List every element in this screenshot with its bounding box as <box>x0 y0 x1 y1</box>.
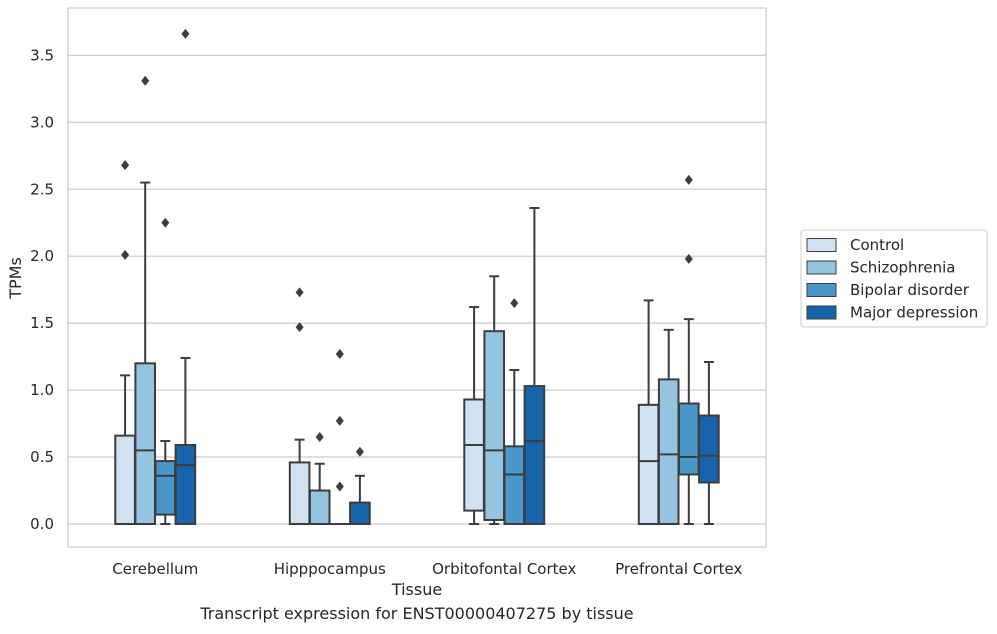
x-axis-label: Tissue <box>391 580 442 599</box>
outlier-point <box>355 446 364 457</box>
box <box>134 362 156 525</box>
series-schizophrenia <box>134 75 680 525</box>
outlier-point <box>684 174 693 185</box>
outlier-point <box>181 28 190 39</box>
x-tick-label: Prefrontal Cortex <box>615 560 742 578</box>
x-axis-ticks: Cerebellum Hipppocampus Orbitofontal Corte… <box>112 560 742 578</box>
outlier-point <box>161 217 170 228</box>
outlier-point <box>141 75 150 86</box>
outlier-point <box>121 160 130 171</box>
outlier-point <box>510 298 519 309</box>
legend-swatch <box>806 305 837 320</box>
box-group <box>698 360 720 525</box>
legend-swatch <box>806 283 837 297</box>
box <box>154 460 177 516</box>
box-group <box>114 160 136 526</box>
box <box>698 414 720 484</box>
legend-frame <box>800 229 988 328</box>
box-group <box>329 348 351 526</box>
outlier-point <box>121 249 130 260</box>
box <box>657 378 680 525</box>
x-tick-label: Cerebellum <box>112 560 198 578</box>
box-group <box>637 299 660 526</box>
box-group <box>503 298 526 526</box>
legend-swatch <box>806 238 837 252</box>
y-tick-label: 2.0 <box>30 247 54 265</box>
box-group <box>308 431 331 525</box>
legend-label: Bipolar disorder <box>850 281 970 299</box>
box <box>637 403 660 526</box>
outlier-point <box>335 481 344 492</box>
outlier-point <box>295 287 304 298</box>
y-tick-label: 3.5 <box>30 46 54 64</box>
series-bipolar-disorder <box>154 174 700 526</box>
box-group <box>174 28 197 525</box>
y-tick-label: 0.0 <box>30 515 54 533</box>
plot-frame <box>67 7 767 548</box>
box <box>678 402 700 476</box>
outlier-point <box>315 431 324 442</box>
x-tick-label: Hipppocampus <box>274 560 386 578</box>
box-series <box>114 28 720 526</box>
box <box>503 445 526 526</box>
y-tick-label: 1.0 <box>30 381 54 399</box>
y-tick-label: 1.5 <box>30 314 54 332</box>
y-tick-label: 0.5 <box>30 448 54 466</box>
box-group <box>523 206 546 526</box>
x-tick-label: Orbitofontal Cortex <box>432 560 576 578</box>
outlier-point <box>684 253 693 264</box>
box <box>463 398 485 512</box>
box <box>483 330 505 521</box>
legend-label: Control <box>850 236 904 254</box>
legend-label: Major depression <box>850 304 978 322</box>
y-tick-label: 3.0 <box>30 113 54 131</box>
box <box>114 434 136 526</box>
outlier-point <box>335 415 344 426</box>
box <box>288 461 311 526</box>
box-group <box>349 446 371 525</box>
box-group <box>288 287 311 526</box>
box <box>349 501 371 525</box>
legend-label: Schizophrenia <box>850 259 955 277</box>
series-control <box>114 160 660 526</box>
box-group <box>483 275 505 525</box>
box-group <box>134 75 156 525</box>
outlier-point <box>295 322 304 333</box>
figure-caption: Transcript expression for ENST0000040727… <box>200 604 634 623</box>
y-tick-label: 2.5 <box>30 180 54 198</box>
y-axis-label: TPMs <box>6 257 25 300</box>
legend-swatch <box>806 260 837 275</box>
legend: Control Schizophrenia Bipolar disorder Majo… <box>800 229 988 328</box>
y-axis-ticks: 0.0 0.5 1.0 1.5 2.0 2.5 3.0 3.5 <box>30 46 54 533</box>
outlier-point <box>335 348 344 359</box>
box <box>523 385 546 526</box>
box <box>308 489 331 525</box>
box-group <box>657 328 680 525</box>
box <box>174 443 197 525</box>
series-major-depression <box>174 28 720 526</box>
